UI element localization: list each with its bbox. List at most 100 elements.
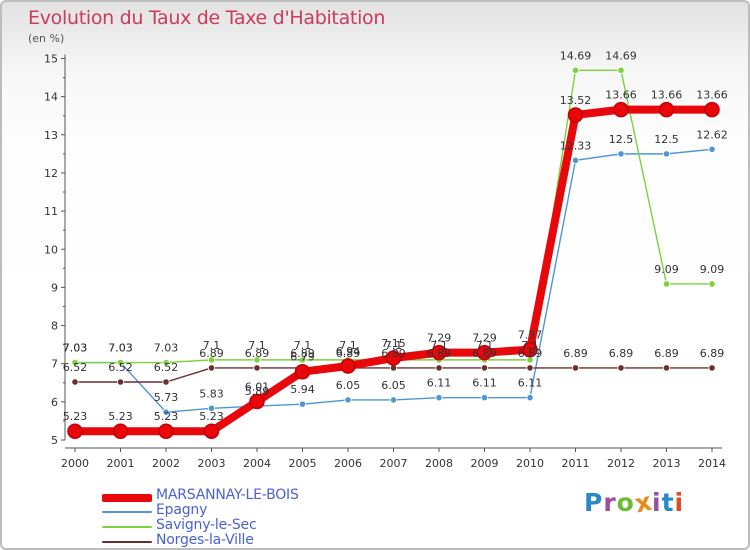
data-point-marsannay-le-bois [658, 101, 675, 118]
x-tick-label: 2006 [334, 457, 362, 470]
data-label-epagny: 7.03 [63, 342, 88, 355]
logo-letter: o [616, 488, 635, 517]
data-label-marsannay-le-bois: 5.23 [63, 410, 88, 423]
data-label-norges-la-ville: 6.89 [427, 347, 452, 360]
data-label-savigny-le-sec: 7.03 [108, 342, 133, 355]
x-tick-label: 2000 [61, 457, 89, 470]
x-tick-label: 2007 [380, 457, 408, 470]
data-point-epagny [662, 150, 671, 158]
data-label-norges-la-ville: 6.52 [154, 361, 179, 374]
data-point-norges-la-ville [162, 378, 170, 386]
data-point-norges-la-ville [708, 364, 716, 372]
data-point-marsannay-le-bois [294, 363, 311, 380]
data-point-norges-la-ville [116, 378, 125, 386]
data-point-norges-la-ville [435, 364, 443, 372]
chart-unit-label: (en %) [28, 32, 65, 45]
data-point-epagny [480, 394, 489, 402]
data-point-savigny-le-sec [253, 356, 261, 364]
data-label-norges-la-ville: 6.89 [336, 347, 361, 360]
data-label-marsannay-le-bois: 13.66 [605, 89, 637, 102]
y-tick-label: 14 [44, 91, 58, 104]
logo-letter: P [584, 488, 604, 517]
data-label-savigny-le-sec: 7.1 [248, 339, 266, 352]
data-point-marsannay-le-bois [158, 423, 174, 439]
data-label-epagny: 6.05 [336, 379, 361, 392]
legend-swatch [102, 526, 152, 528]
data-label-savigny-le-sec: 14.69 [605, 49, 637, 62]
y-tick-label: 9 [51, 281, 58, 294]
legend-swatch [102, 511, 152, 513]
data-label-norges-la-ville: 6.52 [108, 361, 133, 374]
data-label-epagny: 12.33 [560, 139, 592, 152]
data-label-epagny: 5.89 [245, 385, 270, 398]
legend-label: Savigny-le-Sec [156, 517, 257, 533]
data-point-savigny-le-sec [207, 356, 216, 364]
data-label-norges-la-ville: 6.89 [245, 347, 270, 360]
data-point-epagny [708, 145, 716, 153]
data-label-norges-la-ville: 6.89 [381, 347, 406, 360]
data-point-norges-la-ville [207, 364, 216, 372]
data-label-epagny: 7.03 [108, 342, 133, 355]
data-point-savigny-le-sec [617, 66, 625, 74]
data-label-savigny-le-sec: 7.1 [294, 339, 312, 352]
y-tick-label: 8 [51, 320, 58, 333]
data-label-epagny: 6.05 [381, 379, 406, 392]
data-label-marsannay-le-bois: 13.52 [560, 94, 592, 107]
data-point-savigny-le-sec [162, 358, 170, 367]
y-tick-label: 12 [44, 167, 58, 180]
data-label-epagny: 12.62 [696, 128, 728, 141]
data-point-norges-la-ville [526, 364, 534, 372]
data-point-epagny [617, 150, 625, 158]
data-point-marsannay-le-bois [704, 101, 720, 118]
data-point-savigny-le-sec [662, 280, 671, 288]
data-label-marsannay-le-bois: 5.23 [108, 410, 133, 423]
data-label-marsannay-le-bois: 6.01 [245, 380, 270, 393]
x-tick-label: 2005 [289, 457, 317, 470]
data-point-marsannay-le-bois [249, 393, 265, 410]
data-point-marsannay-le-bois [203, 423, 220, 439]
data-label-marsannay-le-bois: 5.23 [154, 410, 179, 423]
x-tick-label: 2004 [243, 457, 271, 470]
data-point-epagny [389, 396, 398, 404]
data-point-epagny [298, 400, 307, 408]
legend-label: Norges-la-Ville [156, 532, 254, 548]
data-label-marsannay-le-bois: 7.15 [381, 337, 406, 350]
data-point-epagny [207, 404, 216, 412]
data-label-marsannay-le-bois: 6.79 [290, 351, 315, 364]
data-point-norges-la-ville [253, 364, 261, 372]
y-tick-label: 11 [44, 205, 58, 218]
y-tick-label: 10 [44, 243, 58, 256]
data-point-marsannay-le-bois [476, 344, 493, 361]
data-label-savigny-le-sec: 7.1 [430, 339, 448, 352]
data-point-marsannay-le-bois [567, 107, 584, 123]
legend-swatch [102, 494, 152, 502]
y-tick-label: 15 [44, 53, 58, 66]
data-point-epagny [526, 394, 534, 402]
data-point-marsannay-le-bois [613, 101, 629, 118]
data-label-marsannay-le-bois: 7.37 [518, 329, 543, 342]
data-label-savigny-le-sec: 7.1 [339, 339, 357, 352]
data-point-marsannay-le-bois [431, 344, 447, 361]
data-label-norges-la-ville: 6.89 [563, 347, 588, 360]
data-label-savigny-le-sec: 7.1 [476, 339, 494, 352]
data-point-epagny [435, 394, 443, 402]
data-label-marsannay-le-bois: 13.66 [696, 89, 728, 102]
x-tick-label: 2009 [471, 457, 499, 470]
data-point-savigny-le-sec [71, 358, 79, 367]
data-label-savigny-le-sec: 9.09 [654, 263, 679, 276]
data-point-savigny-le-sec [708, 280, 716, 288]
data-label-marsannay-le-bois: 13.66 [651, 89, 683, 102]
data-label-norges-la-ville: 6.89 [700, 347, 725, 360]
data-point-marsannay-le-bois [522, 341, 538, 358]
data-label-norges-la-ville: 6.89 [609, 347, 634, 360]
y-tick-label: 6 [51, 396, 58, 409]
data-label-epagny: 6.11 [427, 377, 452, 390]
data-label-savigny-le-sec: 14.69 [560, 49, 592, 62]
x-tick-label: 2003 [198, 457, 226, 470]
y-tick-label: 7 [51, 358, 58, 371]
data-label-epagny: 6.11 [472, 377, 497, 390]
x-tick-label: 2011 [562, 457, 590, 470]
data-point-norges-la-ville [480, 364, 489, 372]
x-tick-label: 2008 [425, 457, 453, 470]
